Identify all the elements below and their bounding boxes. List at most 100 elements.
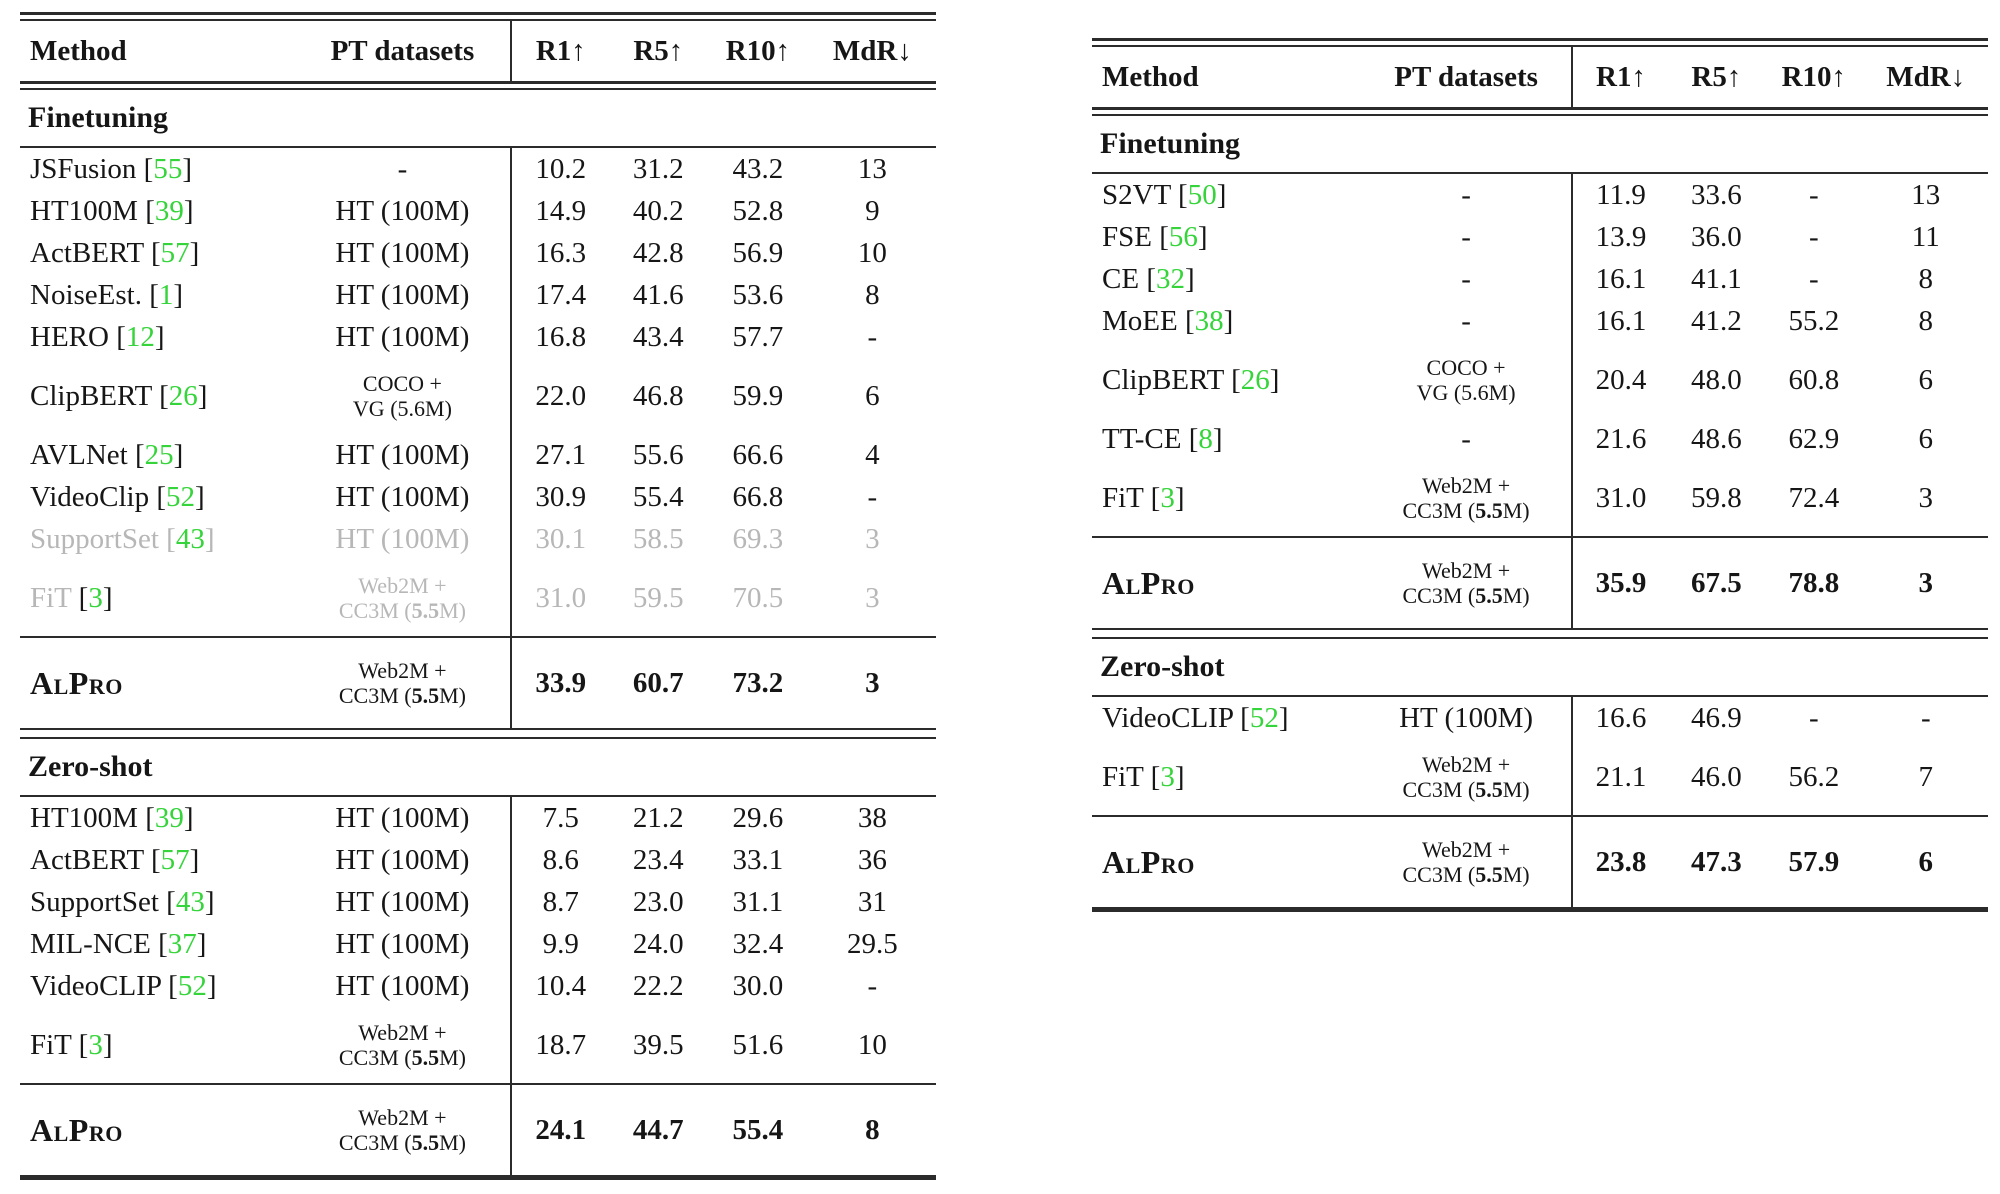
metric-mdr-cell: 3 xyxy=(865,581,880,614)
row-clipbert: ClipBERT [26] COCO + VG (5.6M) 22.0 46.8 59.9… xyxy=(20,358,936,434)
metric-r5-cell: 58.5 xyxy=(632,522,684,555)
metric-r10-cell: 69.3 xyxy=(732,522,784,555)
citation-bracket: [ xyxy=(166,522,176,555)
citation: 52 xyxy=(177,969,207,1002)
horizontal-rule xyxy=(20,1175,936,1180)
metrics-group: 21.1 46.0 56.2 7 xyxy=(1571,739,1988,815)
method-cell: FiT [3] xyxy=(20,582,295,615)
row-alpro-zero-shot: AlPro Web2M + CC3M (5.5M) 24.1 44.7 55.4 8 xyxy=(20,1085,936,1175)
metric-r5-cell: 31.2 xyxy=(632,152,684,185)
citation-bracket: [ xyxy=(1159,220,1169,253)
metrics-group: 23.8 47.3 57.9 6 xyxy=(1571,817,1988,907)
method-cell: VideoClip [52] xyxy=(20,481,295,514)
citation: 57 xyxy=(160,843,190,876)
pt-datasets-cell: HT (100M) xyxy=(295,803,510,833)
pt-datasets-line: - xyxy=(1461,178,1471,211)
metric-mdr-cell: 31 xyxy=(857,885,887,918)
pt-datasets-line: COCO + xyxy=(1426,355,1506,380)
row-ht100m: HT100M [39] HT (100M) 7.5 21.2 29.6 38 xyxy=(20,797,936,839)
pt-datasets-cell: HT (100M) xyxy=(295,440,510,470)
citation: 3 xyxy=(88,581,103,614)
method-name: FSE xyxy=(1102,220,1160,253)
metric-r1-cell: 9.9 xyxy=(542,927,579,960)
pt-datasets-line: CC3M (5.5M) xyxy=(1402,498,1530,523)
metric-r1-cell: 24.1 xyxy=(535,1113,587,1146)
metric-r5-cell: 67.5 xyxy=(1691,566,1742,599)
pt-datasets-line: CC3M (5.5M) xyxy=(1402,777,1530,802)
citation: 3 xyxy=(88,1028,103,1061)
citation-bracket: ] xyxy=(183,194,194,227)
pt-datasets-line: CC3M (5.5M) xyxy=(338,1045,466,1070)
pt-datasets-cell: - xyxy=(1361,264,1572,294)
method-name: AVLNet xyxy=(30,438,135,471)
method-name: AlPro xyxy=(1102,843,1195,880)
metric-r1-cell: 13.9 xyxy=(1595,220,1647,253)
metric-r1-cell: 10.2 xyxy=(535,152,587,185)
metrics-group: 33.9 60.7 73.2 3 xyxy=(510,638,936,728)
horizontal-rule xyxy=(1092,536,1988,538)
citation-bracket: ] xyxy=(1278,701,1289,734)
metrics-group: 24.1 44.7 55.4 8 xyxy=(510,1085,936,1175)
column-header-row: Method PT datasets R1↑ R5↑ R10↑ MdR↓ xyxy=(20,21,936,81)
metric-mdr-cell: 9 xyxy=(865,194,880,227)
citation-bracket: [ xyxy=(156,480,167,513)
metric-mdr-cell: 38 xyxy=(857,801,887,834)
metric-r1-cell: 8.7 xyxy=(542,885,579,918)
horizontal-rule xyxy=(20,1083,936,1085)
metrics-group: 14.9 40.2 52.8 9 xyxy=(510,190,936,232)
method-cell: HT100M [39] xyxy=(20,195,295,228)
metrics-group: 16.1 41.2 55.2 8 xyxy=(1571,300,1988,342)
metric-r10-cell: 72.4 xyxy=(1788,481,1840,514)
pt-datasets-cell: Web2M + CC3M (5.5M) xyxy=(295,1020,510,1070)
metric-mdr-cell: 3 xyxy=(865,522,880,555)
citation: 8 xyxy=(1198,422,1213,455)
metric-r1-cell: 18.7 xyxy=(535,1028,587,1061)
metric-mdr-cell: 13 xyxy=(857,152,887,185)
pt-datasets-cell: Web2M + CC3M (5.5M) xyxy=(1361,837,1572,887)
citation: 1 xyxy=(158,278,174,311)
method-name: VideoCLIP xyxy=(1102,701,1241,734)
metrics-group: 10.2 31.2 43.2 13 xyxy=(510,148,936,190)
method-cell: FiT [3] xyxy=(1092,482,1361,515)
pt-datasets-cell: COCO + VG (5.6M) xyxy=(1361,355,1572,405)
pt-datasets-cell: Web2M + CC3M (5.5M) xyxy=(1361,473,1572,523)
metric-r5-cell: 40.2 xyxy=(632,194,684,227)
method-name: TT-CE xyxy=(1102,422,1189,455)
pt-datasets-line: Web2M + xyxy=(358,658,447,683)
citation-bracket: [ xyxy=(159,379,169,412)
row-fit: FiT [3] Web2M + CC3M (5.5M) 18.7 39.5 51.6 10 xyxy=(20,1007,936,1083)
metric-mdr-cell: 4 xyxy=(865,438,880,471)
pt-datasets-cell: COCO + VG (5.6M) xyxy=(295,371,510,421)
pt-datasets-cell: - xyxy=(1361,222,1572,252)
method-name: S2VT xyxy=(1102,178,1179,211)
citation-bracket: ] xyxy=(1174,481,1185,514)
metric-r5-cell: 23.0 xyxy=(632,885,684,918)
citation-bracket: [ xyxy=(78,581,89,614)
method-cell: MIL-NCE [37] xyxy=(20,928,295,961)
bold-text: 5.5 xyxy=(411,683,440,708)
method-name: HERO xyxy=(30,320,117,353)
metric-r1-cell: 16.6 xyxy=(1595,701,1647,734)
metrics-group: 16.3 42.8 56.9 10 xyxy=(510,232,936,274)
pt-datasets-cell: HT (100M) xyxy=(295,482,510,512)
section-row: Finetuning xyxy=(1092,116,1988,172)
metric-r10-cell: 52.8 xyxy=(732,194,784,227)
metric-r10-cell: - xyxy=(1808,220,1819,253)
method-name: VideoClip xyxy=(30,480,157,513)
metric-r10-cell: 60.8 xyxy=(1788,363,1840,396)
pt-datasets-line: HT (100M) xyxy=(335,278,470,311)
metric-r10-cell: 73.2 xyxy=(732,666,784,699)
horizontal-rule xyxy=(1092,38,1988,47)
metric-r1-cell: 16.3 xyxy=(535,236,587,269)
row-fse: FSE [56] - 13.9 36.0 - 11 xyxy=(1092,216,1988,258)
citation-bracket: ] xyxy=(173,438,184,471)
method-name: SupportSet xyxy=(30,885,167,918)
metric-r1-cell: 14.9 xyxy=(535,194,587,227)
metric-r5-cell: 46.8 xyxy=(632,379,684,412)
metric-r10-cell: 56.2 xyxy=(1788,760,1840,793)
pt-datasets-line: CC3M (5.5M) xyxy=(338,683,466,708)
method-cell: AVLNet [25] xyxy=(20,439,295,472)
citation-bracket: [ xyxy=(1150,481,1161,514)
method-cell: VideoCLIP [52] xyxy=(20,970,295,1003)
citation: 32 xyxy=(1155,262,1185,295)
